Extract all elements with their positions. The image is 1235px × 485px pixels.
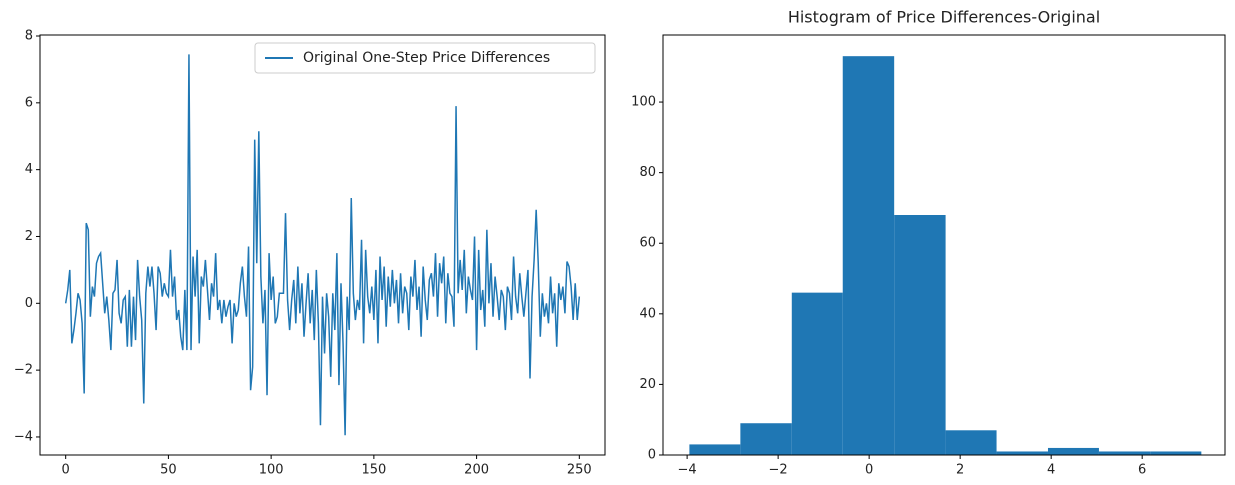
x-tick-label: 4	[1047, 463, 1055, 478]
chart-title: Histogram of Price Differences-Original	[788, 8, 1100, 27]
histogram-bar	[791, 292, 843, 455]
y-tick-label: 100	[631, 95, 656, 110]
x-tick-label: 250	[567, 463, 592, 478]
histogram-bar	[1047, 447, 1099, 455]
data-line	[64, 54, 581, 436]
histogram-bar	[842, 56, 895, 455]
x-tick-label: −4	[678, 463, 697, 478]
y-tick-label: −4	[14, 429, 33, 444]
legend-box	[254, 42, 596, 74]
x-tick-label: 2	[956, 463, 964, 478]
y-tick-label: 60	[639, 236, 656, 251]
x-tick-label: 0	[62, 463, 70, 478]
y-tick-label: 2	[25, 229, 33, 244]
x-tick-label: 6	[1138, 463, 1146, 478]
histogram-bar	[1098, 451, 1151, 455]
y-tick-label: 0	[25, 296, 33, 311]
x-tick-label: 100	[259, 463, 284, 478]
histogram-bar	[1150, 451, 1202, 455]
histogram-bar	[894, 215, 946, 455]
axes-frame	[662, 34, 1226, 456]
y-tick-label: 6	[25, 95, 33, 110]
x-tick-label: 0	[865, 463, 873, 478]
x-tick-label: 200	[464, 463, 489, 478]
axes-frame	[39, 34, 606, 456]
y-tick-label: 20	[639, 377, 656, 392]
x-tick-label: 150	[361, 463, 386, 478]
histogram-bar	[996, 451, 1048, 455]
y-tick-label: 80	[639, 165, 656, 180]
y-tick-label: 40	[639, 306, 656, 321]
legend-label: Original One-Step Price Differences	[303, 50, 550, 66]
y-tick-label: 0	[648, 448, 656, 463]
histogram-bar	[945, 430, 997, 455]
y-tick-label: 4	[25, 162, 33, 177]
histogram-bar	[740, 423, 792, 455]
y-tick-label: −2	[14, 363, 33, 378]
y-tick-label: 8	[25, 29, 33, 44]
x-tick-label: 50	[160, 463, 177, 478]
histogram-bar	[689, 444, 741, 455]
x-tick-label: −2	[769, 463, 788, 478]
legend: Original One-Step Price Differences	[254, 42, 596, 74]
